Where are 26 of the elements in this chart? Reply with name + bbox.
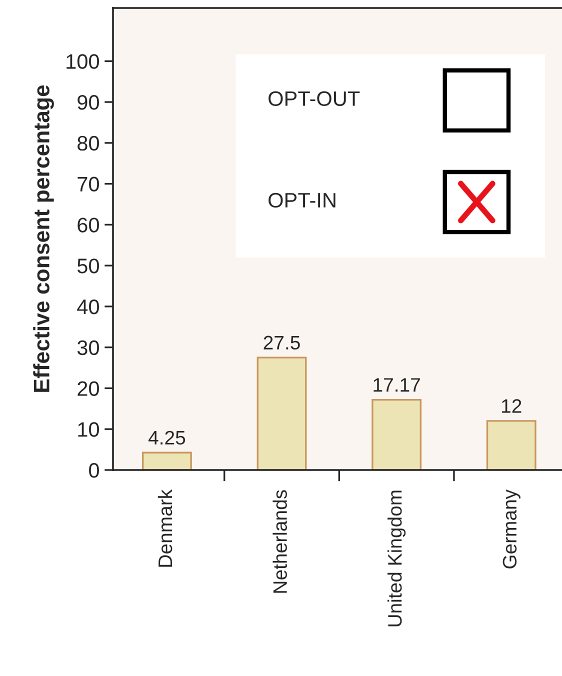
bar xyxy=(486,420,536,470)
y-tick-label: 0 xyxy=(89,463,99,478)
y-tick-label: 90 xyxy=(78,95,99,110)
y-tick-label: 70 xyxy=(78,176,99,192)
x-tick-label: Netherlands xyxy=(272,490,287,593)
y-tick-label: 10 xyxy=(78,422,99,437)
y-tick-label: 50 xyxy=(77,258,99,274)
data-label: 12 xyxy=(502,399,522,413)
bar xyxy=(372,398,422,470)
x-tick-label: Germany xyxy=(502,489,520,568)
y-tick-label: 100 xyxy=(66,54,99,69)
y-tick-label: 40 xyxy=(77,299,99,314)
y-tick-label: 60 xyxy=(78,218,99,232)
annotation: OPT-OUT xyxy=(268,91,360,106)
y-tick-label: 80 xyxy=(78,136,99,151)
x-tick-label: United Kingdom xyxy=(388,490,406,626)
y-tick-label: 30 xyxy=(77,340,99,356)
data-label: 4.25 xyxy=(148,430,186,445)
bar xyxy=(256,356,307,470)
data-label: 17.17 xyxy=(374,378,420,392)
x-tick-label: Denmark xyxy=(158,489,172,567)
y-axis-title: Effective consent percentage xyxy=(33,85,54,392)
annotation: OPT-IN xyxy=(268,192,336,208)
data-label: 27.5 xyxy=(264,336,300,350)
y-tick-label: 20 xyxy=(78,381,99,396)
bar xyxy=(142,452,192,470)
